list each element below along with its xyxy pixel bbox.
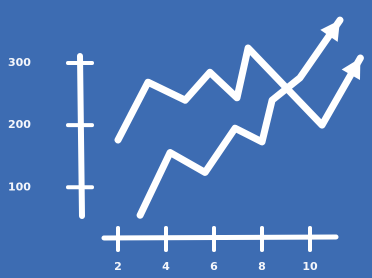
x-axis xyxy=(104,237,336,238)
y-axis xyxy=(80,56,82,216)
x-tick-label: 4 xyxy=(162,260,170,273)
x-tick-label: 2 xyxy=(114,260,122,273)
y-tick-label: 200 xyxy=(8,118,31,131)
y-tick-label: 300 xyxy=(8,56,31,69)
x-tick-label: 10 xyxy=(302,260,318,273)
y-tick-label: 100 xyxy=(8,180,31,193)
chart: 100 200 300 2 4 6 8 10 xyxy=(0,0,372,278)
x-tick-label: 6 xyxy=(210,260,218,273)
x-tick-label: 8 xyxy=(258,260,266,273)
